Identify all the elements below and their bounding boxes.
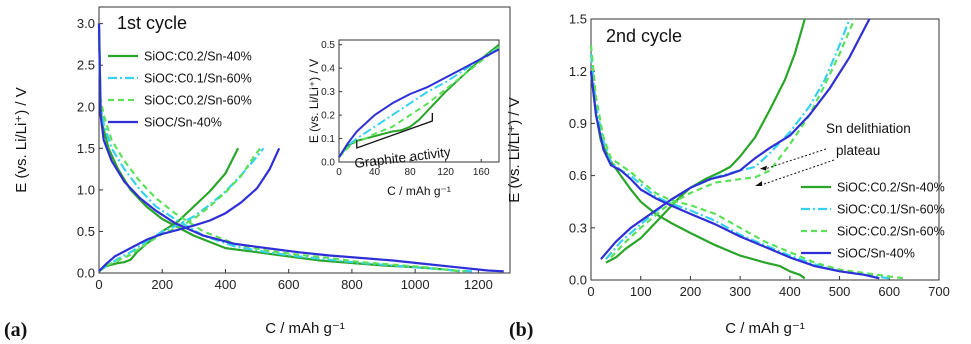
series-charge-line xyxy=(98,147,262,273)
y-tick-label: 1.0 xyxy=(77,182,95,197)
title-a: 1st cycle xyxy=(117,13,187,33)
y-tick-label: 0.5 xyxy=(321,40,335,51)
x-tick-label: 700 xyxy=(928,284,950,299)
title-b: 2nd cycle xyxy=(606,26,682,46)
x-tick-label: 40 xyxy=(369,167,381,178)
bracket-line xyxy=(356,113,433,149)
y-tick-label: 0.2 xyxy=(321,111,335,122)
sn-plateau-label-2: plateau xyxy=(836,143,880,158)
y-tick-label: 0.5 xyxy=(77,224,95,239)
series-charge-line xyxy=(600,18,871,260)
x-tick-label: 600 xyxy=(278,277,300,292)
inset-series-line xyxy=(338,46,500,158)
series-discharge-line xyxy=(589,44,905,280)
y-tick-label: 0.0 xyxy=(569,273,587,288)
y-tick-label: 1.5 xyxy=(569,12,587,27)
y-tick-label: 0.4 xyxy=(321,64,335,75)
x-tick-label: 0 xyxy=(587,284,594,299)
inset-ylabel: E (vs. Li/Li⁺) / V xyxy=(307,59,321,143)
y-tick-label: 1.2 xyxy=(569,64,587,79)
x-tick-label: 0 xyxy=(336,167,342,178)
y-tick-label: 0.6 xyxy=(569,168,587,183)
arrow-head xyxy=(760,165,768,171)
x-tick-label: 160 xyxy=(473,167,490,178)
series-discharge-line xyxy=(589,53,890,280)
y-tick-label: 2.0 xyxy=(77,99,95,114)
x-tick-label: 100 xyxy=(630,284,652,299)
series-charge-line xyxy=(605,18,806,264)
x-tick-label: 200 xyxy=(680,284,702,299)
arrow-head xyxy=(755,181,763,187)
legend-label: SiOC/Sn-40% xyxy=(144,116,222,130)
y-tick-label: 0.9 xyxy=(569,116,587,131)
x-tick-label: 200 xyxy=(151,277,173,292)
plot-frame-b xyxy=(590,18,940,281)
x-tick-label: 600 xyxy=(878,284,900,299)
inset-series-line xyxy=(338,43,500,158)
inset-xlabel: C / mAh g⁻¹ xyxy=(387,184,451,198)
legend-label: SiOC:C0.2/Sn-60% xyxy=(144,94,252,108)
xlabel-a: C / mAh g⁻¹ xyxy=(265,320,345,337)
x-tick-label: 1000 xyxy=(401,277,430,292)
y-tick-label: 0.0 xyxy=(321,158,335,169)
legend-b: SiOC:C0.2/Sn-40% SiOC:C0.1/Sn-60% SiOC:C0.… xyxy=(801,181,945,261)
legend-a: SiOC:C0.2/Sn-40% SiOC:C0.1/Sn-60% SiOC:C0.… xyxy=(108,50,252,130)
inset-series-line xyxy=(338,46,500,158)
y-tick-label: 3.0 xyxy=(77,16,95,31)
legend-label: SiOC:C0.2/Sn-60% xyxy=(837,225,945,239)
y-tick-label: 0.1 xyxy=(321,134,335,145)
x-tick-label: 120 xyxy=(437,167,454,178)
sn-plateau-label-1: Sn delithiation xyxy=(826,121,911,136)
x-tick-label: 0 xyxy=(95,277,102,292)
y-tick-label: 0.0 xyxy=(77,266,95,281)
ylabel-a: E (vs. Li/Li⁺) / V xyxy=(13,87,30,192)
legend-label: SiOC:C0.2/Sn-40% xyxy=(144,50,252,64)
y-tick-label: 0.3 xyxy=(321,87,335,98)
series-charge-line xyxy=(98,147,240,273)
ylabel-b: E (vs. Li/Li⁺) / V xyxy=(506,97,523,202)
y-tick-label: 1.5 xyxy=(77,141,95,156)
series-discharge-line xyxy=(589,71,880,280)
arrow-line xyxy=(760,159,835,186)
panel-label-a: (a) xyxy=(4,319,27,341)
series-discharge-line xyxy=(97,36,466,273)
inset-series-line xyxy=(338,48,500,158)
series-discharge-line xyxy=(97,23,460,273)
y-tick-label: 2.5 xyxy=(77,58,95,73)
series-charge-line xyxy=(605,18,851,260)
series-charge-line xyxy=(610,18,856,259)
plateau-arrows xyxy=(755,148,835,187)
x-tick-label: 400 xyxy=(779,284,801,299)
arrow-line xyxy=(765,148,827,170)
xlabel-b: C / mAh g⁻¹ xyxy=(725,320,805,337)
legend-label: SiOC/Sn-40% xyxy=(837,247,915,261)
x-tick-label: 500 xyxy=(829,284,851,299)
series-discharge-line xyxy=(97,23,504,273)
graphite-bracket xyxy=(356,113,433,149)
plot-frame-a xyxy=(98,6,511,274)
inset-frame xyxy=(338,39,500,163)
legend-label: SiOC:C0.1/Sn-60% xyxy=(837,203,945,217)
x-tick-label: 1200 xyxy=(464,277,493,292)
x-tick-label: 80 xyxy=(405,167,417,178)
panel-a: 0 200 400 600 800 1000 12000.00.51.01.52.02.53… xyxy=(4,6,511,341)
x-tick-label: 400 xyxy=(215,277,237,292)
legend-label: SiOC:C0.1/Sn-60% xyxy=(144,72,252,86)
series-charge-line xyxy=(98,147,281,273)
panel-b: 0 100 200 300 400 500 600 700 0.0 0.3 0.6 0.9 1.2 1.5… xyxy=(506,12,950,341)
panel-label-b: (b) xyxy=(509,319,533,341)
x-tick-label: 300 xyxy=(729,284,751,299)
x-tick-label: 800 xyxy=(341,277,363,292)
y-tick-label: 0.3 xyxy=(569,220,587,235)
legend-label: SiOC:C0.2/Sn-40% xyxy=(837,181,945,195)
